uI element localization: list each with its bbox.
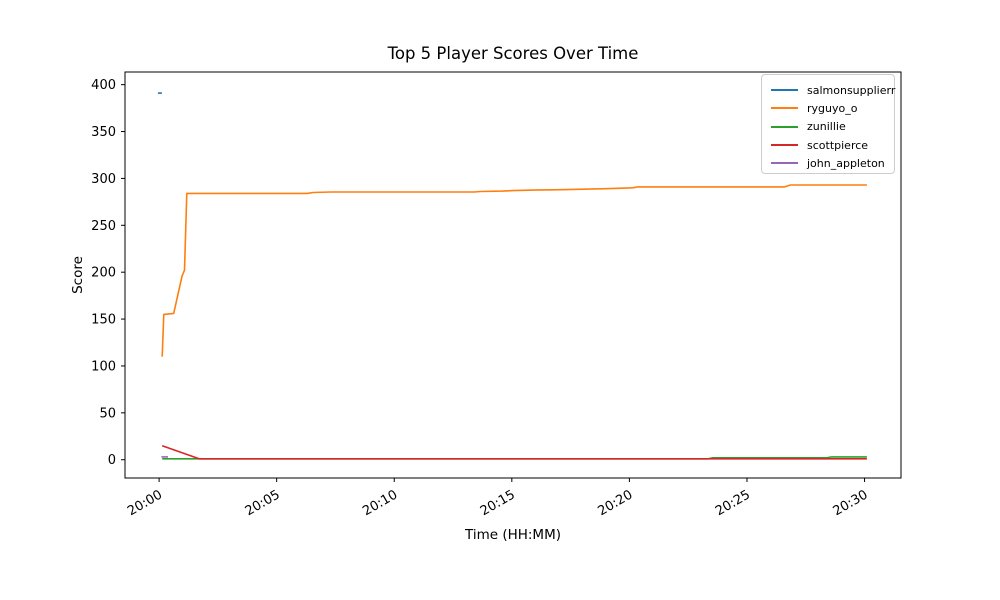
y-tick-label: 250 [91, 219, 116, 234]
x-tick-label: 20:15 [478, 487, 518, 519]
y-tick-label: 100 [91, 359, 116, 374]
legend-label: zunillie [807, 120, 846, 134]
legend-label: scottpierce [807, 138, 869, 152]
legend-label: salmonsupplierr [807, 83, 896, 97]
legend-line-swatch [771, 107, 798, 110]
axes-spines [124, 71, 902, 479]
x-axis-label: Time (HH:MM) [464, 527, 561, 543]
legend-line-swatch [771, 144, 798, 147]
legend-item-scottpierce: scottpierce [771, 136, 888, 154]
legend-line-swatch [771, 89, 798, 92]
y-tick-label: 200 [91, 266, 116, 281]
x-tick-label: 20:20 [595, 487, 635, 519]
legend-item-john_appleton: john_appleton [771, 154, 888, 172]
legend-item-zunillie: zunillie [771, 118, 888, 136]
legend: salmonsupplierr ryguyo_o zunillie scottp… [761, 74, 895, 174]
legend-line-swatch [771, 125, 798, 128]
legend-label: john_appleton [807, 156, 885, 170]
y-tick-label: 0 [108, 453, 116, 468]
series-line-ryguyo_o [161, 184, 867, 357]
legend-item-salmonsupplierr: salmonsupplierr [771, 81, 895, 99]
legend-line-swatch [771, 162, 798, 165]
series-line-scottpierce [161, 444, 867, 460]
y-tick-label: 350 [91, 125, 116, 140]
x-tick-label: 20:10 [360, 487, 400, 519]
y-tick-label: 400 [91, 78, 116, 93]
chart-title: Top 5 Player Scores Over Time [387, 44, 639, 63]
x-tick-label: 20:30 [831, 487, 871, 519]
legend-label: ryguyo_o [807, 101, 858, 115]
y-tick-label: 300 [91, 172, 116, 187]
x-tick-label: 20:00 [125, 487, 165, 519]
x-tick-label: 20:25 [713, 487, 753, 519]
legend-item-ryguyo_o: ryguyo_o [771, 99, 888, 117]
x-tick-label: 20:05 [243, 487, 283, 519]
y-tick-label: 50 [99, 406, 116, 421]
y-tick-label: 150 [91, 313, 116, 328]
